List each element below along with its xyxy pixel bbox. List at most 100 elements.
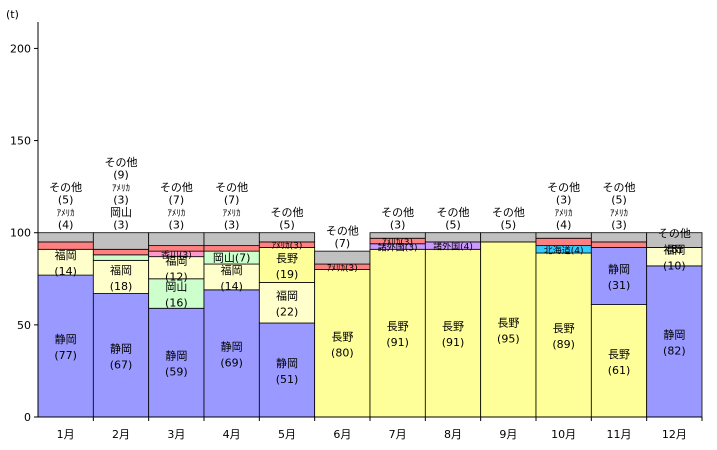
bar-segment [203, 263, 260, 291]
segment-value-label: (89) [552, 338, 575, 351]
x-tick-label: 6月 [333, 428, 351, 441]
bar-stacks [37, 232, 703, 418]
segment-name-label: 長野 [387, 320, 409, 333]
segment-value-label: (12) [165, 271, 188, 284]
bar-segment [590, 232, 648, 243]
callout-label: その他 [603, 181, 636, 194]
bar-segment [314, 269, 371, 418]
x-tick-label: 1月 [57, 428, 75, 441]
callout-label: (5) [611, 194, 627, 207]
segment-name-label: 福岡 [55, 248, 77, 262]
x-tick-label: 11月 [607, 428, 632, 441]
segment-value-label: (22) [276, 306, 299, 319]
bar-segment [646, 232, 703, 248]
x-axis-labels: 1月 2月 3月 4月 5月 6月 7月 8月 9月 10月 11月 12月 [57, 417, 703, 441]
segment-name-label: 岡山 [165, 281, 187, 294]
segment-value-label: (51) [276, 373, 299, 386]
segment-value-label: (19) [276, 268, 299, 281]
x-tick-label: 5月 [278, 428, 296, 441]
segment-name-label: 福岡 [663, 243, 685, 257]
segment-name-label: 静岡 [276, 356, 298, 370]
callout-label: (4) [556, 219, 572, 232]
segment-name-label: 福岡 [165, 254, 187, 268]
segment-name-label: 静岡 [110, 341, 132, 355]
callout-label: その他 [326, 225, 359, 238]
bar-segment [646, 265, 703, 418]
y-tick-label: 0 [24, 411, 31, 424]
bar-segment [424, 248, 482, 418]
bar-segment [480, 232, 537, 243]
callout-label: 岡山 [110, 206, 132, 219]
segment-name-label: 長野 [553, 322, 575, 335]
callout-label: その他 [381, 206, 414, 219]
bar-segment [37, 232, 94, 243]
segment-inline-label: ｱﾒﾘｶ(3) [327, 263, 358, 274]
bar-segment [258, 282, 316, 324]
callout-label: (9) [113, 169, 129, 182]
bar-segment [424, 232, 482, 243]
callout-label: (3) [556, 194, 572, 207]
segment-name-label: 静岡 [55, 332, 77, 346]
segment-name-label: 福岡 [276, 289, 298, 303]
segment-name-label: 静岡 [165, 349, 187, 363]
bar-segment [258, 322, 316, 418]
bar-segment [203, 289, 260, 418]
segment-name-label: 長野 [608, 348, 630, 361]
segment-labels: 静岡 (77) 福岡 (14) 静岡 (67) 福岡 (18) 静岡 (59) 岡山 (16) 福岡 (1… [54, 227, 690, 386]
callout-label: (5) [58, 194, 74, 207]
bar-segment [480, 241, 537, 418]
segment-value-label: (59) [165, 366, 188, 379]
x-tick-label: 3月 [167, 428, 185, 441]
y-unit-label: (t) [6, 8, 19, 21]
callout-label: ｱﾒﾘｶ [167, 208, 185, 219]
callout-label: (5) [279, 219, 295, 232]
segment-name-label: 静岡 [221, 339, 243, 353]
segment-name-label: 長野 [276, 252, 298, 265]
segment-value-label: (14) [220, 280, 243, 293]
segment-value-label: (14) [54, 265, 77, 278]
bar-segment [203, 245, 260, 252]
callout-label: (3) [611, 219, 627, 232]
y-tick-label: 150 [10, 135, 31, 148]
segment-value-label: (77) [54, 349, 77, 362]
y-tick-label: 50 [17, 319, 31, 332]
segment-value-label: (31) [608, 279, 631, 292]
callout-label: その他 [105, 156, 138, 169]
segment-value-label: (18) [110, 280, 133, 293]
callout-label: ｱﾒﾘｶ [610, 208, 628, 219]
bar-segment [369, 248, 426, 418]
segment-inline-label: 香川(3) [161, 250, 192, 261]
segment-name-label: その他 [658, 227, 691, 240]
callout-labels: その他(5)ｱﾒﾘｶ(4)その他(9)ｱﾒﾘｶ(3)岡山(3)その他(7)ｱﾒﾘ… [49, 156, 635, 250]
x-tick-label: 12月 [662, 428, 687, 441]
segment-name-label: 長野 [442, 320, 464, 333]
segment-inline-label: ｱﾒﾘｶ(3) [272, 241, 303, 252]
callout-label: その他 [160, 181, 193, 194]
callout-label: その他 [215, 181, 248, 194]
x-tick-label: 10月 [551, 428, 576, 441]
segment-value-label: (91) [442, 336, 465, 349]
segment-name-label: 静岡 [663, 327, 685, 341]
callout-label: (3) [224, 219, 240, 232]
callout-label: ｱﾒﾘｶ [112, 183, 130, 194]
segment-inline-label: 岡山(7) [213, 252, 251, 265]
bar-segment [203, 232, 260, 247]
segment-value-label: (91) [386, 336, 409, 349]
callout-label: (3) [113, 194, 129, 207]
bar-segment [37, 241, 94, 250]
callout-label: (7) [224, 194, 240, 207]
segment-value-label: (80) [331, 346, 354, 359]
bar-segment [258, 232, 316, 243]
bar-segment [535, 232, 592, 239]
callout-label: (7) [335, 237, 351, 250]
segment-value-label: (16) [165, 297, 188, 310]
callout-label: ｱﾒﾘｶ [555, 208, 573, 219]
bar-segment [314, 250, 371, 265]
bar-segment [92, 232, 150, 250]
callout-label: (5) [501, 219, 517, 232]
x-tick-label: 7月 [389, 428, 407, 441]
callout-label: (3) [169, 219, 185, 232]
callout-label: その他 [547, 181, 580, 194]
